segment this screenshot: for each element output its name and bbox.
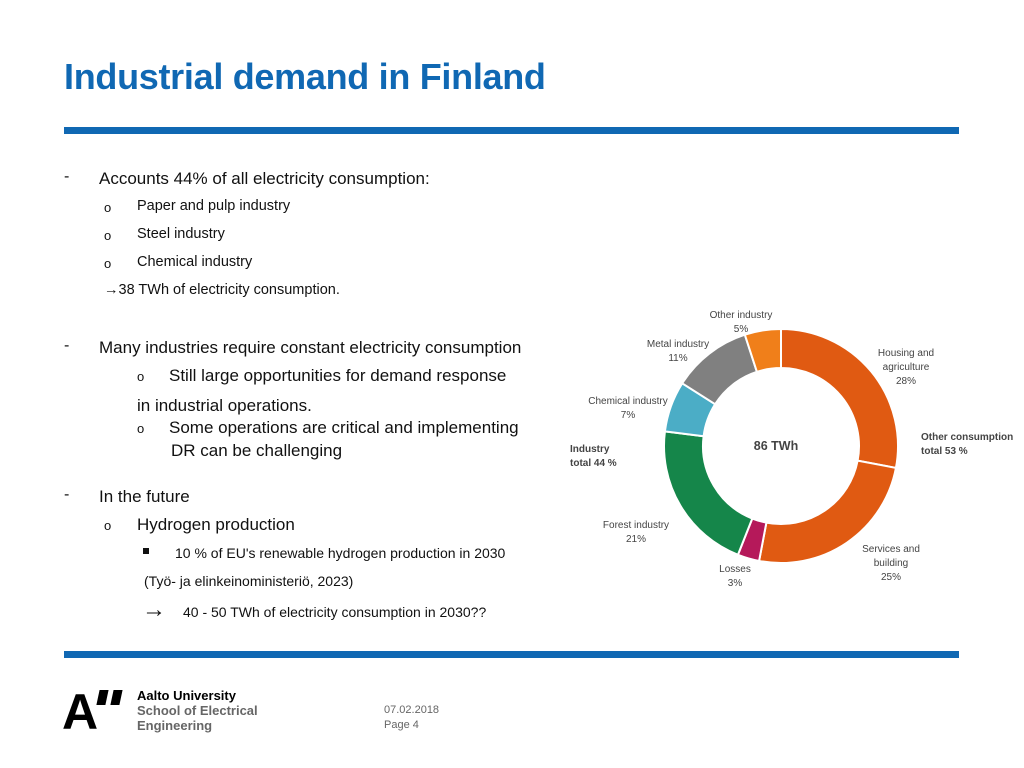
slice-percent-label: 28%: [896, 376, 916, 387]
group-label-industry: Industry: [570, 444, 610, 455]
slice-label: Metal industry: [647, 339, 709, 350]
dash-bullet: -: [64, 486, 70, 503]
dash-bullet: -: [64, 168, 70, 185]
slice-percent-label: 7%: [621, 410, 636, 421]
slice-label: Services and: [862, 544, 920, 555]
section2-item1: Still large opportunities for demand res…: [169, 366, 507, 385]
circle-bullet: o: [104, 518, 112, 533]
slice-label: Housing and: [878, 348, 934, 359]
section1-result: →38 TWh of electricity consumption.: [104, 282, 340, 298]
slice-percent-label: 3%: [728, 578, 743, 589]
group-label-other-consumption: Other consumption: [921, 432, 1013, 443]
school-name-continued: Engineering: [137, 718, 213, 733]
slice-percent-label: 21%: [626, 534, 646, 545]
slide-date: 07.02.2018: [384, 704, 440, 716]
section2-heading: Many industries require constant electri…: [99, 338, 522, 357]
section3-result: 40 - 50 TWh of electricity consumption i…: [183, 604, 487, 620]
slice-percent-label: 11%: [668, 353, 687, 364]
circle-bullet: o: [137, 421, 145, 436]
slice-label: Forest industry: [603, 520, 669, 531]
slice-label: building: [874, 558, 908, 569]
circle-bullet: o: [137, 369, 145, 384]
slice-percent-label: 25%: [881, 572, 901, 583]
section3-source: (Työ- ja elinkeinoministeriö, 2023): [144, 573, 354, 589]
section1-heading: Accounts 44% of all electricity consumpt…: [99, 169, 430, 188]
slice-label: Other industry: [710, 310, 773, 321]
section2-item2: Some operations are critical and impleme…: [169, 418, 519, 437]
slide-title: Industrial demand in Finland: [64, 56, 546, 97]
section2-item1-continued: in industrial operations.: [137, 396, 312, 415]
footer-divider: [64, 651, 959, 658]
section2-item2-continued: DR can be challenging: [171, 441, 343, 460]
donut-slice-other-industry: [743, 327, 782, 374]
page-number: Page 4: [384, 719, 419, 731]
arrow-icon: →: [142, 596, 166, 623]
slice-label: Losses: [719, 564, 751, 575]
group-label-other-consumption-total: total 53 %: [921, 446, 968, 457]
section1-item-steel: Steel industry: [137, 226, 225, 242]
section1-item-chemical: Chemical industry: [137, 254, 253, 270]
school-name: School of Electrical: [137, 703, 258, 718]
section3-subitem: 10 % of EU's renewable hydrogen producti…: [175, 545, 506, 561]
square-bullet-icon: [143, 548, 149, 554]
section1-item-paper: Paper and pulp industry: [137, 198, 291, 214]
aalto-logo-icon: A: [62, 688, 123, 732]
circle-bullet: o: [104, 200, 112, 215]
university-name: Aalto University: [137, 688, 236, 703]
donut-center-label: 86 TWh: [754, 439, 798, 453]
circle-bullet: o: [104, 228, 112, 243]
electricity-consumption-donut-chart: Housing and agriculture 28% Services and bui…: [570, 310, 1013, 589]
donut-slice-forest-industry: [663, 430, 754, 557]
slice-label: agriculture: [883, 362, 930, 373]
group-label-industry-total: total 44 %: [570, 458, 617, 469]
title-divider: [64, 127, 959, 134]
logo-letter: A: [62, 688, 98, 732]
slice-percent-label: 5%: [734, 324, 749, 335]
circle-bullet: o: [104, 256, 112, 271]
section3-heading: In the future: [99, 487, 190, 506]
section3-item: Hydrogen production: [137, 515, 295, 534]
dash-bullet: -: [64, 337, 70, 354]
slice-label: Chemical industry: [588, 396, 667, 407]
